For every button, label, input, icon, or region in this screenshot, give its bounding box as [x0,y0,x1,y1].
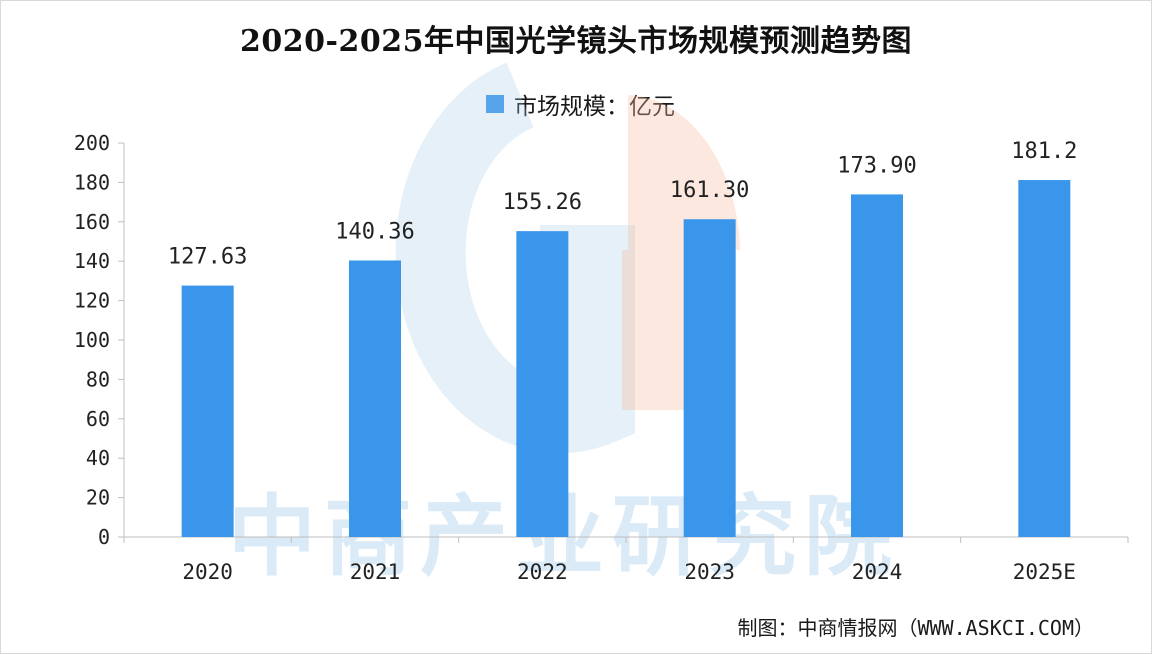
bar [683,219,736,537]
x-tick-label: 2022 [517,560,568,584]
x-tick-label: 2020 [182,560,233,584]
x-tick-label: 2021 [350,560,401,584]
bar [1018,180,1071,537]
bar [851,194,903,538]
data-label: 127.63 [168,245,247,270]
y-tick-label: 80 [86,367,110,391]
data-label: 173.90 [837,153,916,178]
y-tick-label: 0 [98,525,110,549]
x-tick-label: 2024 [852,560,903,584]
data-label: 181.2 [1011,139,1077,164]
legend-swatch [486,95,504,113]
x-tick-label: 2025E [1013,560,1076,584]
y-tick-label: 140 [74,249,110,273]
y-tick-label: 160 [74,210,110,234]
y-tick-label: 180 [74,170,110,194]
y-tick-label: 20 [86,486,110,510]
data-label: 140.36 [335,219,414,244]
bar [181,285,234,537]
data-label: 155.26 [503,190,582,215]
y-tick-label: 100 [74,328,110,352]
data-label: 161.30 [670,178,749,203]
y-tick-label: 60 [86,407,110,431]
bar [516,231,569,537]
source-note: 制图：中商情报网（WWW.ASKCI.COM） [737,616,1094,640]
watermark-logo-arc [395,62,635,454]
x-tick-label: 2023 [684,560,735,584]
watermark-logo-wedge [628,95,740,250]
legend-label: 市场规模：亿元 [514,94,675,120]
y-tick-label: 200 [74,131,110,155]
y-tick-label: 120 [74,289,110,313]
y-tick-label: 40 [86,446,110,470]
legend: 市场规模：亿元 [486,88,675,120]
bar [349,260,401,537]
chart-title: 2020-2025年中国光学镜头市场规模预测趋势图 [240,24,912,59]
